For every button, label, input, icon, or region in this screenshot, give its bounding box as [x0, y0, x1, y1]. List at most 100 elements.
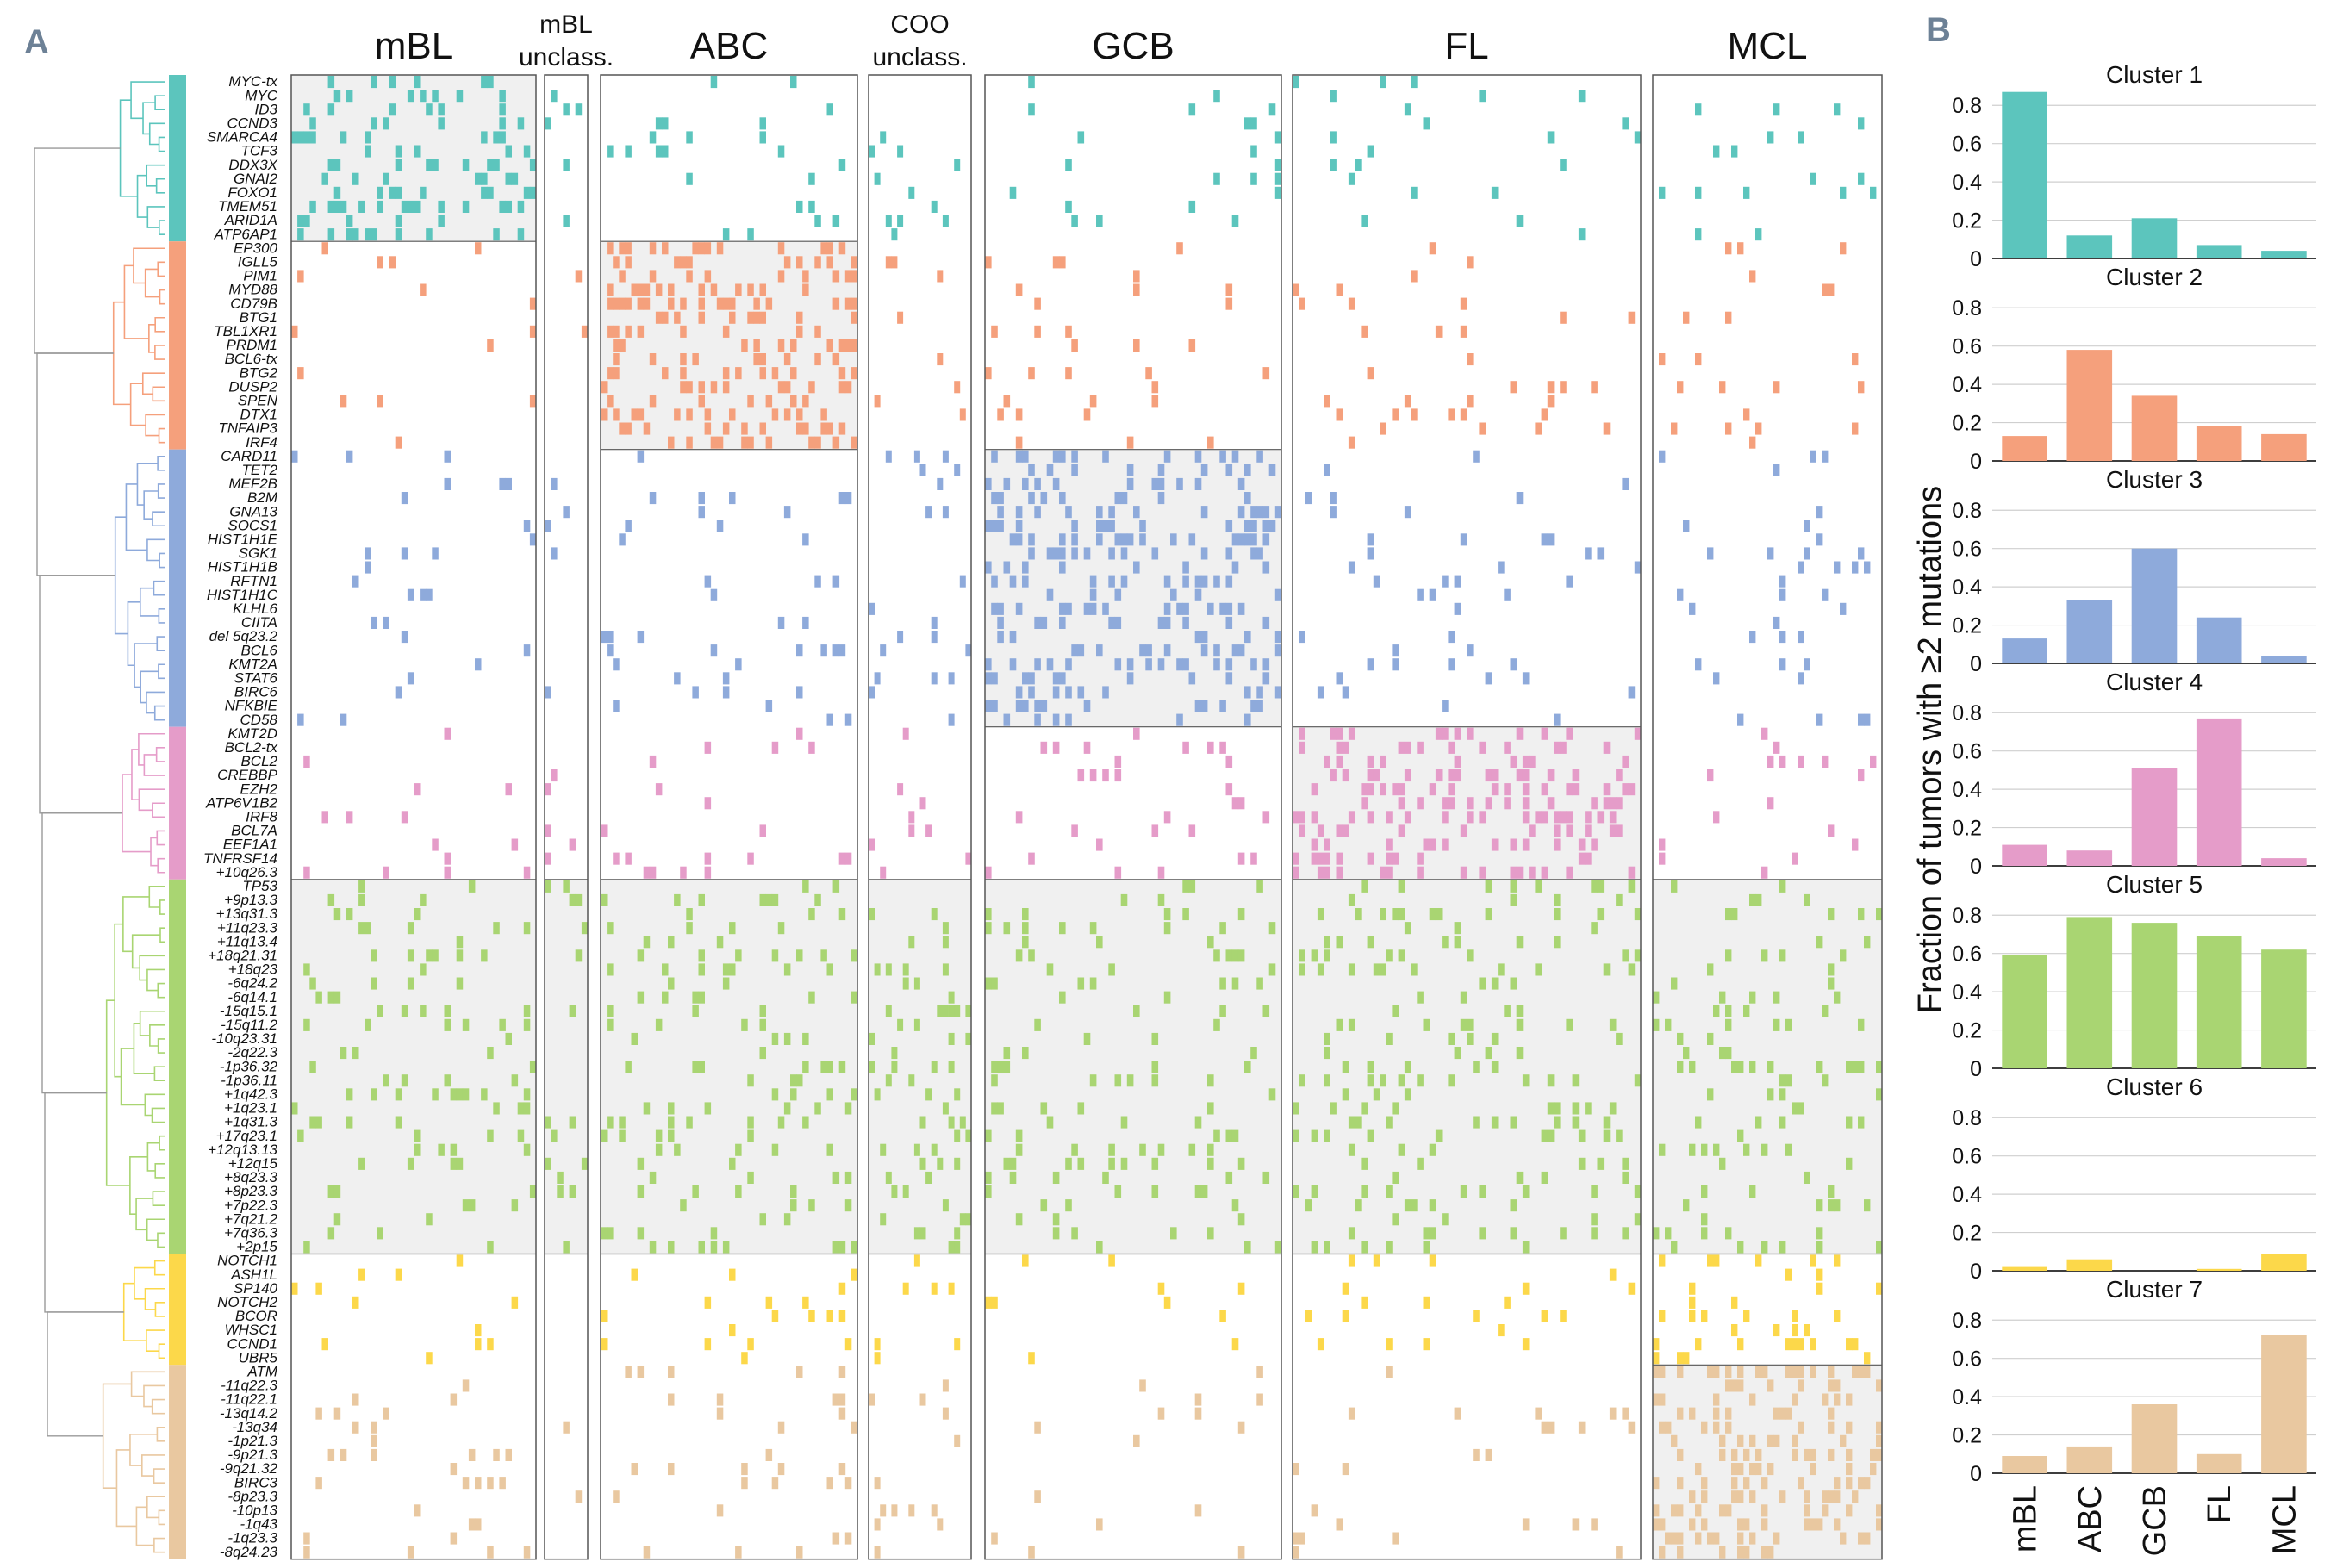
mutation-cell [771, 1143, 779, 1156]
mutation-cell [1176, 602, 1183, 615]
mutation-cell [1454, 936, 1461, 949]
mutation-cell [1479, 741, 1486, 754]
mutation-cell [1133, 1434, 1140, 1447]
mutation-cell [1213, 172, 1220, 185]
mutation-cell [371, 76, 377, 89]
dendrogram-branch [122, 896, 150, 953]
mutation-cell [1677, 588, 1684, 601]
mutation-cell [1071, 450, 1078, 463]
mutation-cell [1028, 1352, 1035, 1365]
mutation-cell [783, 256, 791, 269]
mutation-cell [1560, 1310, 1567, 1322]
mutation-cell [1133, 727, 1140, 740]
mutation-cell [1448, 741, 1455, 754]
mutation-cell [997, 492, 1004, 505]
mutation-cell [692, 1185, 699, 1198]
mutation-cell [1725, 1018, 1732, 1031]
mutation-cell [1870, 186, 1877, 199]
mutation-cell [1262, 520, 1270, 532]
mutation-cell [722, 381, 730, 394]
mutation-cell [1767, 1546, 1774, 1559]
mutation-cell [1404, 741, 1411, 754]
row-label: FOXO1 [227, 184, 277, 201]
mutation-cell [468, 1199, 476, 1212]
mutation-cell [1616, 769, 1623, 782]
mutation-cell [1139, 520, 1146, 532]
mutation-cell [1767, 1463, 1774, 1476]
mutation-cell [722, 325, 730, 338]
mutation-cell [1114, 1185, 1122, 1198]
mutation-cell [371, 616, 377, 629]
group-title: COO [890, 10, 949, 39]
row-label: -13q34 [232, 1419, 277, 1435]
dendrogram-branch [122, 1282, 146, 1341]
mutation-cell [1659, 450, 1666, 463]
mutation-cell [838, 1241, 846, 1254]
row-label: GNAI2 [234, 171, 278, 187]
mutation-cell [346, 450, 353, 463]
mutation-cell [729, 1324, 736, 1337]
mutation-cell [505, 200, 512, 213]
mutation-cell [581, 922, 589, 935]
mutation-cell [643, 422, 651, 435]
mutation-cell [1046, 658, 1054, 671]
y-tick-label: 0.8 [1952, 499, 1982, 523]
mutation-cell [1157, 1407, 1165, 1420]
mutation-cell [747, 1074, 754, 1087]
mutation-cell [692, 1061, 699, 1073]
mutation-cell [1151, 824, 1159, 837]
mutation-cell [511, 1296, 519, 1309]
mutation-cell [468, 1518, 476, 1531]
mutation-cell [838, 1393, 846, 1406]
mutation-cell [1442, 811, 1449, 824]
mutation-cell [1659, 1421, 1666, 1434]
y-tick-label: 0.6 [1952, 1347, 1982, 1372]
mutation-cell [321, 172, 328, 185]
mutation-cell [1355, 908, 1362, 921]
row-label: IRF8 [246, 809, 277, 825]
dendrogram-branch [129, 1434, 158, 1466]
mutation-cell [1773, 464, 1780, 476]
mutation-cell [1522, 797, 1530, 810]
row-label: -10q23.31 [211, 1030, 277, 1047]
mutation-cell [1695, 228, 1702, 241]
mutation-cell [1411, 963, 1418, 976]
mutation-cell [991, 1296, 998, 1309]
mutation-cell [1022, 1047, 1029, 1060]
mutation-cell [1634, 727, 1642, 740]
mutation-cell [1342, 686, 1349, 699]
mutation-cell [1336, 852, 1343, 865]
mutation-cell [1207, 1143, 1214, 1156]
mutation-cell [919, 797, 926, 810]
mutation-cell [1822, 283, 1829, 296]
mutation-cell [1622, 755, 1629, 768]
mutation-cell [1653, 1477, 1660, 1490]
mutation-cell [686, 131, 693, 144]
mutation-cell [545, 1116, 551, 1129]
row-label: -15q11.2 [221, 1017, 277, 1033]
mutation-cell [1609, 1268, 1617, 1281]
mutation-cell [820, 242, 827, 255]
mutation-cell [808, 741, 815, 754]
mutation-cell [1120, 893, 1128, 906]
mutation-cell [1541, 533, 1548, 546]
mutation-cell [1743, 1448, 1750, 1461]
mutation-cell [1816, 506, 1823, 519]
mutation-cell [902, 727, 909, 740]
mutation-cell [1804, 1518, 1810, 1531]
mutation-cell [1719, 381, 1726, 394]
mutation-cell [1336, 936, 1343, 949]
mutation-cell [662, 311, 669, 324]
mutation-cell [1231, 977, 1239, 990]
mutation-cell [569, 838, 576, 851]
mutation-cell [1293, 1532, 1299, 1545]
mutation-cell [1429, 1227, 1436, 1240]
mutation-cell [891, 1185, 898, 1198]
mutation-cell [1336, 741, 1343, 754]
mutation-cell [1467, 949, 1474, 962]
mutation-cell [1348, 1254, 1355, 1267]
mutation-cell [303, 131, 310, 144]
mutation-cell [1274, 131, 1282, 144]
mutation-cell [1213, 90, 1220, 103]
